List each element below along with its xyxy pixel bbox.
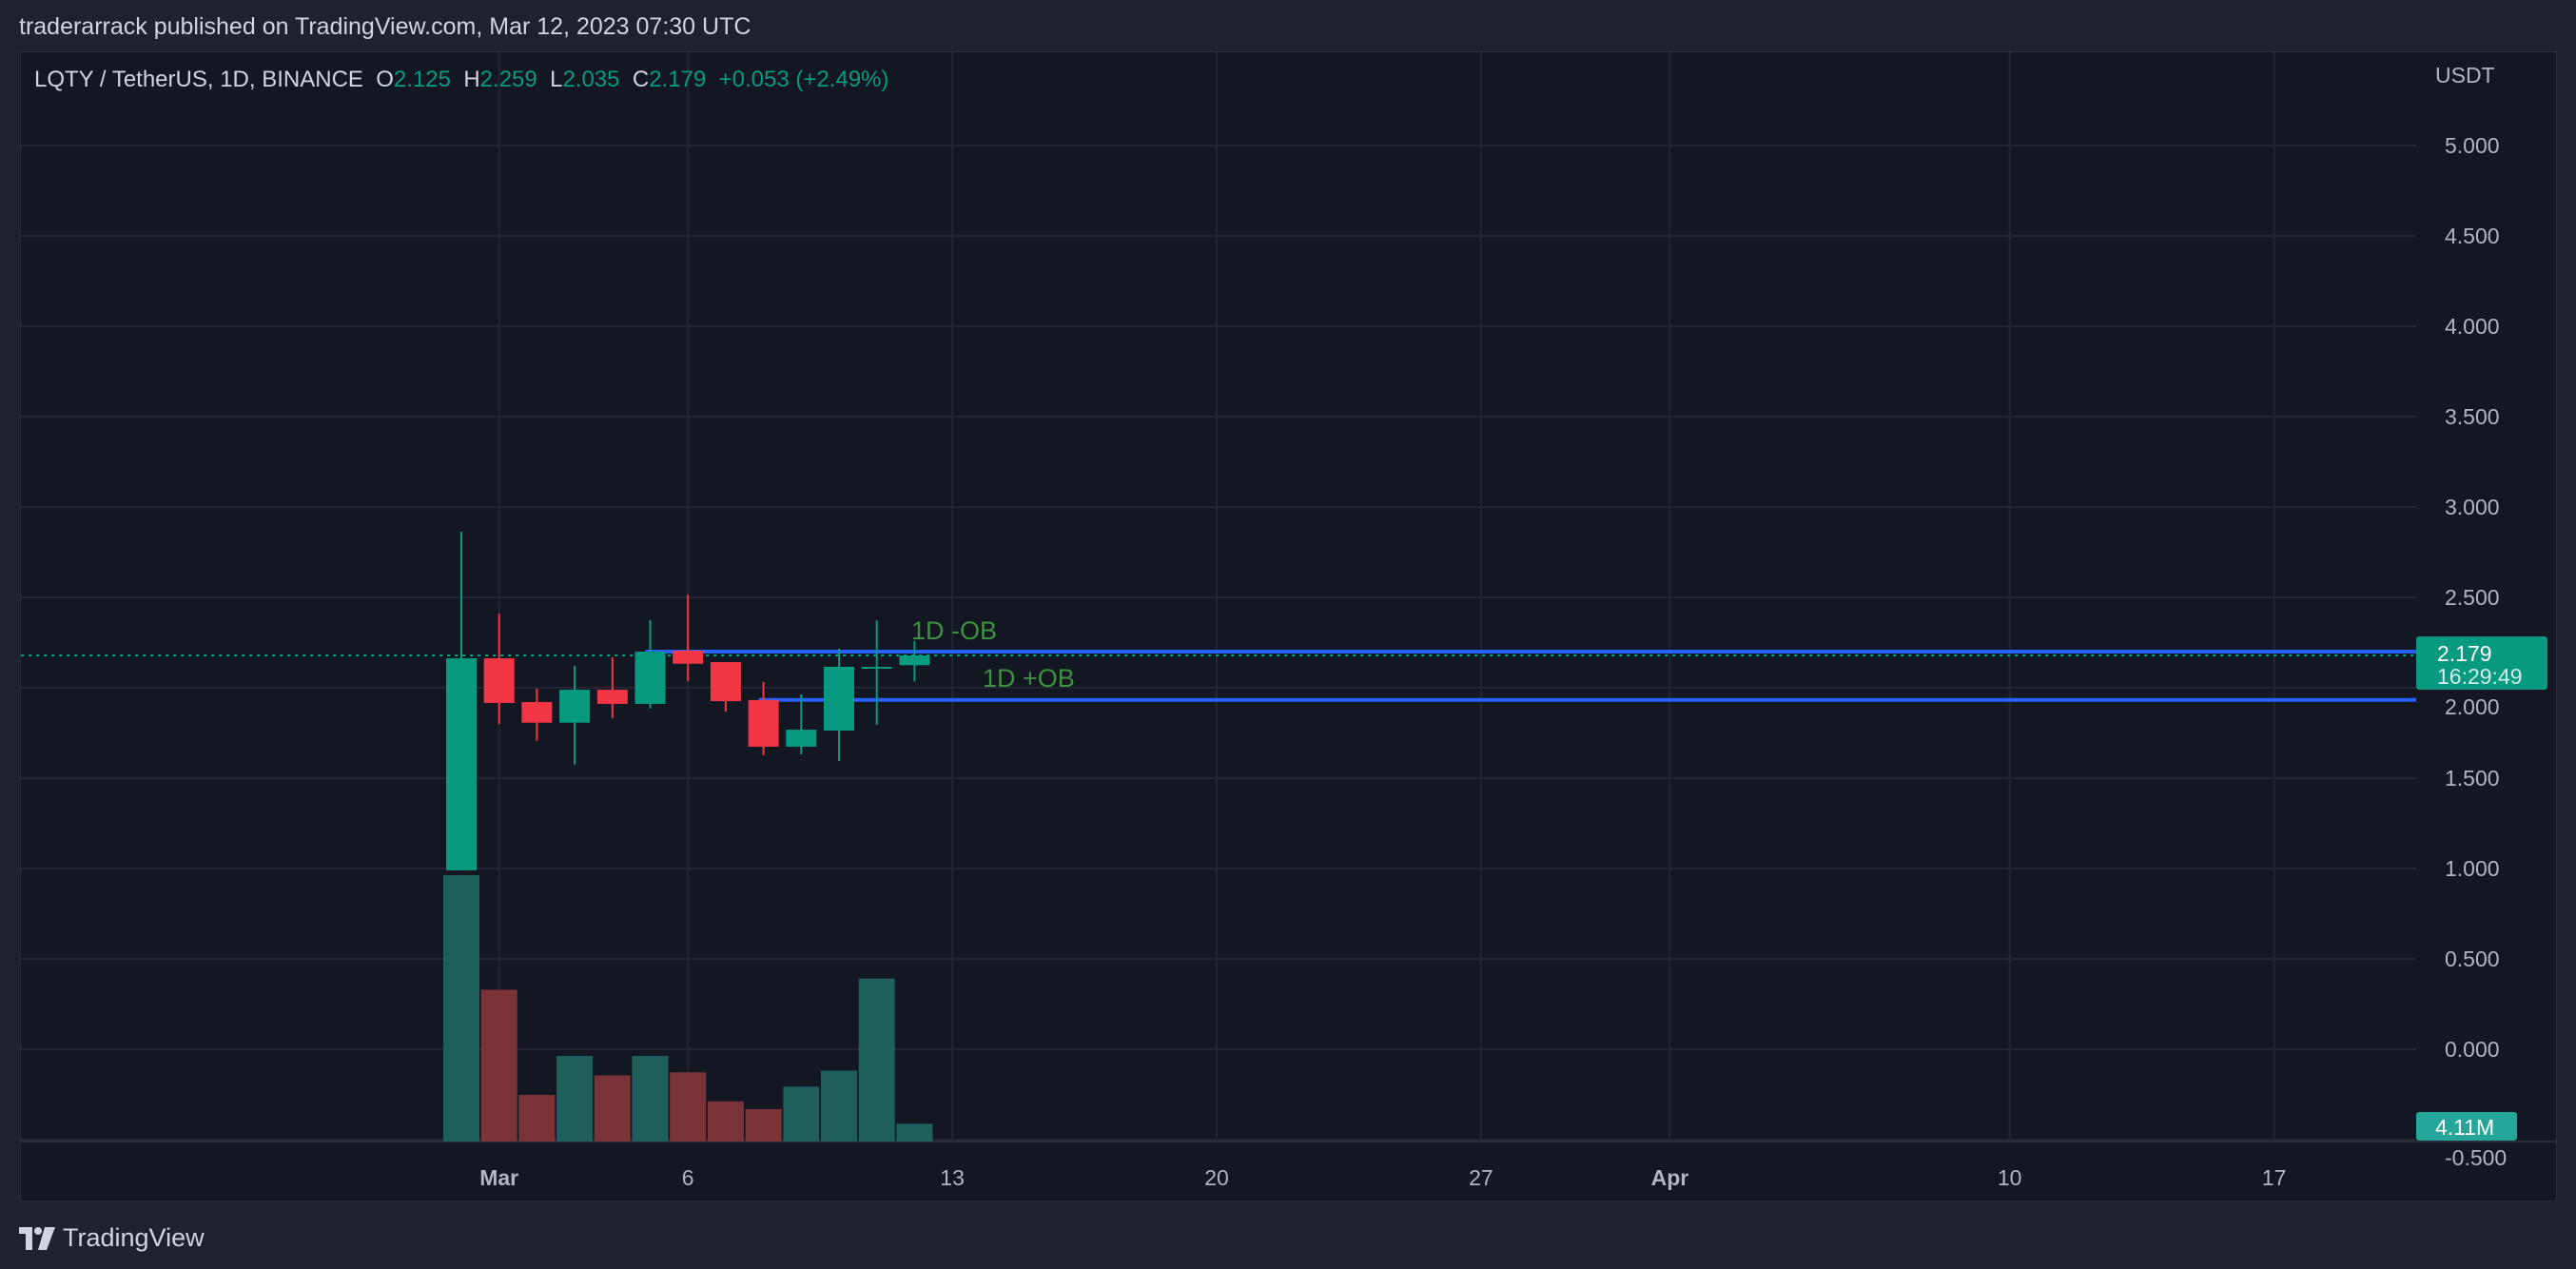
volume-bar: [858, 978, 895, 1142]
time-tick-label: 17: [2262, 1165, 2287, 1190]
time-tick-label: 10: [1998, 1165, 2022, 1190]
candle-body: [483, 658, 515, 703]
price-tick-label: 0.000: [2445, 1037, 2500, 1062]
volume-bar: [783, 1086, 820, 1142]
published-caption: traderarrack published on TradingView.co…: [19, 13, 751, 40]
order-block-label: 1D -OB: [911, 616, 997, 645]
volume-bar: [745, 1108, 782, 1142]
volume-bar: [821, 1070, 857, 1142]
volume-bar: [594, 1075, 631, 1142]
volume-bar: [670, 1072, 707, 1142]
price-tick-label: 2.500: [2445, 585, 2500, 610]
candle-body: [786, 730, 817, 747]
order-block-label: 1D +OB: [983, 664, 1075, 693]
time-tick-label: 20: [1204, 1165, 1229, 1190]
volume-value: 4.11M: [2435, 1115, 2494, 1140]
symbol-name: LQTY / TetherUS, 1D, BINANCE: [34, 67, 363, 92]
price-tick-label: 3.000: [2445, 495, 2500, 519]
time-tick-label: Mar: [479, 1165, 518, 1190]
price-tick-label: 2.000: [2445, 694, 2500, 719]
price-tick-label: 0.500: [2445, 947, 2500, 971]
low-value: 2.035: [562, 67, 620, 92]
close-value: 2.179: [649, 67, 707, 92]
low-label: L: [550, 67, 563, 92]
last-price-badge: [2416, 635, 2547, 690]
price-tick-label: -0.500: [2445, 1145, 2507, 1170]
candle-body: [596, 690, 628, 704]
price-tick-label: 3.500: [2445, 404, 2500, 429]
candle-body: [899, 654, 930, 666]
candle-body: [748, 699, 779, 747]
volume-bar: [443, 875, 479, 1142]
volume-bar: [556, 1056, 594, 1142]
close-label: C: [632, 67, 650, 92]
candle-body: [521, 702, 553, 723]
price-tick-label: 1.500: [2445, 766, 2500, 791]
volume-bar: [518, 1094, 556, 1142]
candle-body: [559, 690, 591, 723]
open-value: 2.125: [393, 67, 451, 92]
volume-bar: [707, 1101, 744, 1142]
currency-unit: USDT: [2435, 63, 2495, 88]
candle-body: [861, 666, 892, 669]
price-tick-label: 5.000: [2445, 133, 2500, 158]
candle-body: [673, 651, 704, 664]
price-tick-label: 4.000: [2445, 314, 2500, 339]
price-tick-label: 4.500: [2445, 224, 2500, 248]
candle-body: [634, 652, 666, 704]
high-value: 2.259: [479, 67, 537, 92]
chart-pane[interactable]: [20, 51, 2557, 1201]
volume-bar: [632, 1056, 669, 1142]
time-tick-label: 6: [682, 1165, 694, 1190]
price-tick-label: 1.000: [2445, 856, 2500, 881]
volume-bar: [896, 1123, 933, 1142]
symbol-legend: LQTY / TetherUS, 1D, BINANCE O2.125 H2.2…: [34, 67, 888, 93]
high-label: H: [463, 67, 480, 92]
candle-body: [824, 666, 854, 732]
bar-countdown: 16:29:49: [2437, 664, 2523, 689]
time-tick-label: Apr: [1651, 1165, 1689, 1190]
change-value: +0.053 (+2.49%): [718, 67, 889, 92]
time-tick-label: 13: [940, 1165, 965, 1190]
brand-name: TradingView: [63, 1223, 205, 1252]
tradingview-logo[interactable]: TradingView: [19, 1223, 205, 1253]
last-price-value: 2.179: [2437, 641, 2492, 666]
volume-bar: [480, 989, 517, 1142]
time-tick-label: 27: [1469, 1165, 1493, 1190]
open-label: O: [376, 67, 394, 92]
volume-badge: [2416, 1112, 2517, 1141]
candle-body: [446, 658, 477, 870]
tradingview-logo-icon: [19, 1226, 55, 1250]
candle-body: [710, 662, 741, 702]
